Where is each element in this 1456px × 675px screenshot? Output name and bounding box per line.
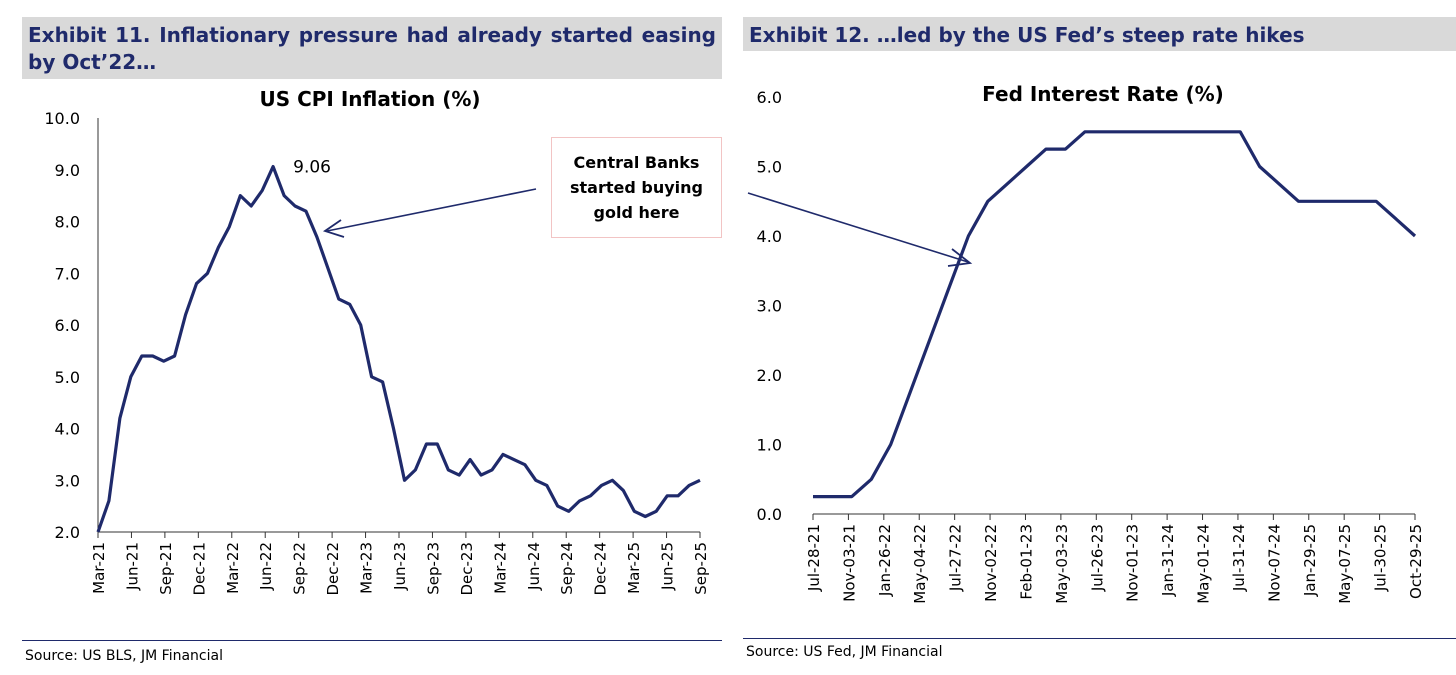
source-divider — [743, 638, 1456, 639]
exhibit-12-panel: Exhibit 12. …led by the US Fed’s steep r… — [738, 0, 1456, 675]
x-tick-label: May-07-25 — [1336, 524, 1354, 604]
chart-title: Fed Interest Rate (%) — [982, 82, 1224, 106]
exhibit-12-title: Exhibit 12. …led by the US Fed’s steep r… — [743, 17, 1456, 51]
cpi-inflation-chart: US CPI Inflation (%) 2.0 3.0 4.0 5.0 6.0 7.0 8.… — [44, 87, 710, 596]
peak-value-label: 9.06 — [293, 158, 331, 178]
y-tick-label: 2.0 — [757, 366, 782, 385]
x-tick-label: Mar-23 — [358, 542, 376, 594]
x-tick-label: Sep-25 — [692, 542, 710, 595]
x-tick-label: Mar-24 — [491, 542, 509, 594]
x-tick-label: Jul-26-23 — [1088, 524, 1106, 592]
exhibit-11-title: Exhibit 11. Inflationary pressure had al… — [22, 17, 722, 79]
x-tick-label: Jul-28-21 — [805, 524, 823, 592]
y-tick-label: 3.0 — [757, 297, 782, 316]
callout-arrowhead — [322, 219, 345, 238]
y-tick-label: 4.0 — [55, 420, 80, 439]
x-tick-label: Jun-23 — [391, 542, 409, 591]
y-tick-label: 7.0 — [55, 264, 80, 283]
series-line — [96, 165, 701, 533]
y-tick-label: 8.0 — [55, 213, 80, 232]
y-tick-label: 6.0 — [55, 316, 80, 335]
x-tick-label: May-03-23 — [1053, 524, 1071, 604]
fed-rate-chart: Fed Interest Rate (%) 0.0 1.0 2.0 3.0 4.0 5.0 6… — [747, 82, 1425, 604]
y-tick-label: 1.0 — [757, 436, 782, 455]
pointer-arrowhead — [947, 248, 973, 267]
series-line — [813, 130, 1417, 499]
y-tick-label: 5.0 — [757, 158, 782, 177]
exhibit-11-source: Source: US BLS, JM Financial — [25, 648, 223, 664]
x-tick-label: May-01-24 — [1195, 524, 1213, 604]
exhibit-11-panel: Exhibit 11. Inflationary pressure had al… — [22, 17, 722, 664]
x-tick-label: Nov-01-23 — [1124, 524, 1142, 602]
y-tick-label: 3.0 — [55, 471, 80, 490]
x-tick-label: Jun-24 — [525, 542, 543, 591]
chart-title: US CPI Inflation (%) — [259, 87, 480, 111]
pointer-arrow-line — [747, 192, 969, 263]
x-tick-label: May-04-22 — [911, 524, 929, 604]
x-tick-label: Feb-01-23 — [1017, 524, 1035, 600]
x-tick-label: Sep-22 — [291, 542, 309, 595]
x-tick-label: Jan-31-24 — [1159, 524, 1177, 597]
x-tick-label: Mar-25 — [625, 542, 643, 594]
x-tick-label: Jan-29-25 — [1301, 524, 1319, 597]
x-tick-label: Dec-24 — [592, 542, 610, 596]
x-tick-label: Jan-26-22 — [876, 524, 894, 597]
y-tick-label: 9.0 — [55, 161, 80, 180]
x-tick-label: Mar-21 — [90, 542, 108, 594]
x-tick-label: Nov-07-24 — [1265, 524, 1283, 602]
y-tick-label: 5.0 — [55, 368, 80, 387]
x-tick-label: Jun-22 — [257, 542, 275, 591]
x-tick-label: Jun-25 — [659, 542, 677, 591]
x-tick-label: Oct-29-25 — [1407, 524, 1425, 599]
source-divider — [22, 640, 722, 641]
x-tick-label: Sep-23 — [424, 542, 442, 595]
callout-arrow-line — [326, 188, 537, 232]
x-tick-label: Sep-21 — [157, 542, 175, 595]
x-tick-label: Jul-30-25 — [1372, 524, 1390, 592]
y-tick-label: 6.0 — [757, 88, 782, 107]
x-tick-label: Dec-21 — [190, 542, 208, 596]
x-tick-label: Dec-22 — [324, 542, 342, 596]
x-tick-label: Jul-31-24 — [1230, 524, 1248, 592]
y-tick-label: 0.0 — [757, 505, 782, 524]
y-tick-label: 4.0 — [757, 227, 782, 246]
exhibit-12-source: Source: US Fed, JM Financial — [746, 644, 943, 660]
x-tick-label: Jul-27-22 — [947, 524, 965, 592]
y-tick-label: 2.0 — [55, 523, 80, 542]
x-tick-label: Nov-03-21 — [840, 524, 858, 602]
gold-buying-callout: Central Banks started buying gold here — [551, 137, 722, 238]
x-tick-label: Nov-02-22 — [982, 524, 1000, 602]
x-tick-label: Jun-21 — [123, 542, 141, 591]
y-tick-label: 10.0 — [44, 109, 80, 128]
x-tick-label: Sep-24 — [558, 542, 576, 595]
x-tick-label: Dec-23 — [458, 542, 476, 596]
x-tick-label: Mar-22 — [224, 542, 242, 594]
